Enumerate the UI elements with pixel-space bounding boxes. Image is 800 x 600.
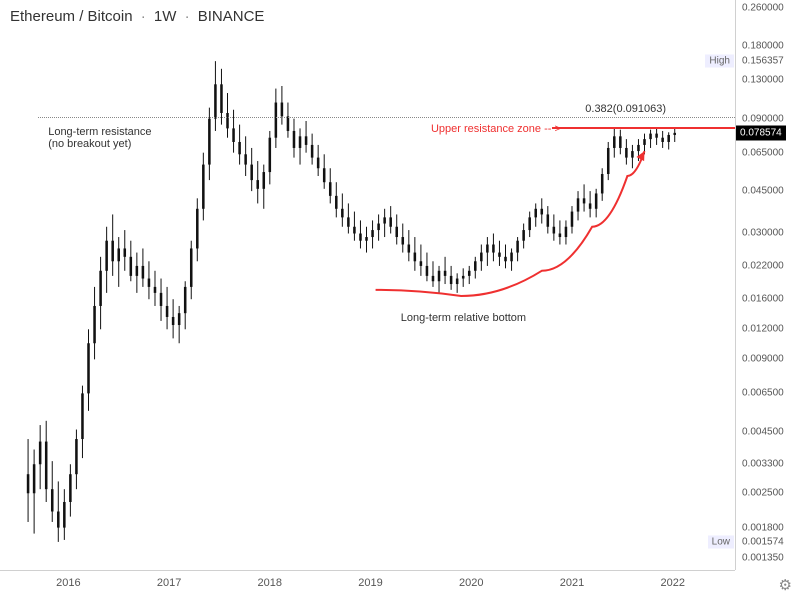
high-flag: High [705, 54, 734, 67]
x-tick: 2021 [560, 577, 584, 589]
y-tick: 0.065000 [742, 147, 784, 158]
y-tick: 0.006500 [742, 388, 784, 399]
y-tick: 0.003300 [742, 459, 784, 470]
annotation-upper-note: Upper resistance zone -- > [431, 123, 561, 135]
y-tick: 0.001350 [742, 552, 784, 563]
y-tick: 0.156357 [742, 55, 784, 66]
y-tick: 0.030000 [742, 228, 784, 239]
x-tick: 2016 [56, 577, 80, 589]
x-tick: 2018 [258, 577, 282, 589]
fib-line [38, 117, 735, 118]
resistance-line [552, 127, 735, 129]
x-tick: 2017 [157, 577, 181, 589]
y-tick: 0.078574 [736, 125, 786, 140]
x-tick: 2019 [358, 577, 382, 589]
y-tick: 0.022000 [742, 260, 784, 271]
annotation-bottom-note: Long-term relative bottom [401, 312, 526, 324]
x-tick: 2020 [459, 577, 483, 589]
y-tick: 0.009000 [742, 354, 784, 365]
y-tick: 0.180000 [742, 41, 784, 52]
y-axis: 0.001350 0.001574 0.001800 0.002500 0.003300… [735, 0, 800, 570]
y-tick: 0.001574 [742, 536, 784, 547]
y-tick: 0.260000 [742, 2, 784, 13]
candlestick-svg [0, 0, 735, 570]
y-tick: 0.090000 [742, 113, 784, 124]
y-tick: 0.130000 [742, 75, 784, 86]
annotation-res-note: Long-term resistance(no breakout yet) [48, 126, 151, 150]
y-tick: 0.045000 [742, 186, 784, 197]
y-tick: 0.012000 [742, 324, 784, 335]
x-axis: 2016 2017 2018 2019 2020 2021 2022 [0, 570, 735, 600]
y-tick: 0.002500 [742, 488, 784, 499]
gear-icon[interactable]: ⚙ [779, 576, 792, 594]
y-tick: 0.004500 [742, 426, 784, 437]
y-tick: 0.016000 [742, 294, 784, 305]
chart-area[interactable]: 0.382(0.091063) Long-term resistance(no … [0, 0, 735, 570]
x-tick: 2022 [660, 577, 684, 589]
low-flag: Low [708, 535, 734, 548]
y-tick: 0.001800 [742, 522, 784, 533]
fib-label: 0.382(0.091063) [585, 103, 666, 115]
